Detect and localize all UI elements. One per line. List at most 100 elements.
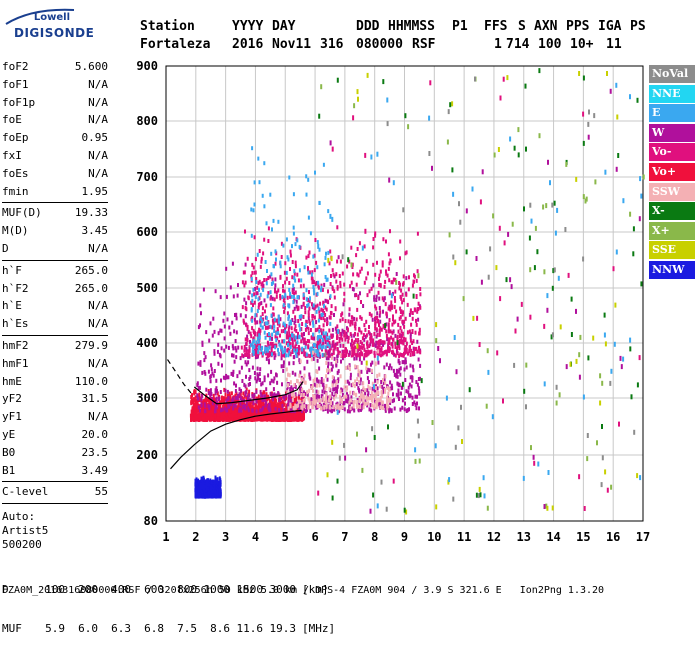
echo-point <box>377 319 379 323</box>
echo-point <box>403 352 405 356</box>
echo-point <box>243 349 245 353</box>
echo-point <box>371 369 373 373</box>
echo-point <box>235 396 237 400</box>
echo-point <box>243 383 245 387</box>
echo-point <box>269 381 271 385</box>
echo-point <box>247 257 249 261</box>
echo-point <box>361 342 363 346</box>
echo-point <box>247 406 249 410</box>
echo-point <box>307 178 309 182</box>
echo-point <box>393 338 395 342</box>
echo-point <box>389 338 391 342</box>
echo-point <box>375 386 377 390</box>
echo-point <box>394 342 396 346</box>
echo-point <box>233 381 235 385</box>
echo-point <box>271 227 273 231</box>
echo-point <box>364 388 366 392</box>
echo-point <box>319 383 321 387</box>
echo-point <box>321 313 323 317</box>
echo-point <box>362 304 364 308</box>
echo-point <box>384 285 386 289</box>
echo-point <box>290 321 292 325</box>
echo-point <box>300 314 302 318</box>
echo-point <box>324 262 326 266</box>
echo-point <box>304 398 306 402</box>
echo-point <box>254 287 256 291</box>
echo-point <box>271 282 273 286</box>
echo-point <box>345 353 347 357</box>
echo-point <box>395 310 397 314</box>
echo-point <box>227 390 229 394</box>
echo-point <box>385 240 387 244</box>
echo-point <box>278 352 280 356</box>
echo-point <box>333 313 335 317</box>
echo-point <box>323 331 325 335</box>
echo-point <box>265 326 267 330</box>
echo-point <box>239 402 241 406</box>
echo-point <box>202 416 204 420</box>
echo-point <box>366 259 368 263</box>
echo-point <box>330 311 332 315</box>
echo-point <box>265 336 267 340</box>
echo-point <box>367 350 369 354</box>
echo-point <box>269 407 271 411</box>
echo-point <box>217 362 219 366</box>
echo-point <box>352 272 354 276</box>
echo-point <box>307 266 309 270</box>
echo-point <box>384 340 386 344</box>
echo-point <box>388 326 390 330</box>
echo-point <box>363 405 365 409</box>
echo-point <box>257 367 259 371</box>
echo-point <box>323 406 325 410</box>
echo-point <box>304 265 306 269</box>
echo-point <box>291 333 293 337</box>
echo-point <box>382 296 384 300</box>
echo-point <box>273 329 275 333</box>
echo-point <box>239 370 241 374</box>
echo-point <box>252 288 254 292</box>
echo-point <box>252 303 254 307</box>
echo-point <box>298 374 300 378</box>
echo-point <box>283 310 285 314</box>
echo-point <box>348 319 350 323</box>
echo-point <box>341 398 343 402</box>
echo-point <box>202 343 204 347</box>
echo-point <box>368 380 370 384</box>
echo-point <box>340 374 342 378</box>
echo-point <box>388 330 390 334</box>
echo-point <box>332 375 334 379</box>
echo-point <box>374 379 376 383</box>
echo-point <box>356 308 358 312</box>
echo-point <box>375 393 377 397</box>
echo-point <box>286 277 288 281</box>
echo-point <box>251 319 253 323</box>
echo-point <box>392 351 394 355</box>
echo-point <box>374 327 376 331</box>
echo-point <box>308 319 310 323</box>
echo-point <box>284 261 286 265</box>
echo-point <box>323 283 325 287</box>
echo-point <box>335 364 337 368</box>
echo-point <box>210 379 212 383</box>
echo-point <box>363 323 365 327</box>
echo-point <box>325 331 327 335</box>
echo-point <box>407 303 409 307</box>
echo-point <box>284 281 286 285</box>
echo-point <box>400 326 402 330</box>
echo-point <box>293 269 295 273</box>
echo-point <box>300 405 302 409</box>
echo-point <box>397 351 399 355</box>
echo-point <box>277 220 279 224</box>
echo-point <box>398 359 400 363</box>
echo-point <box>318 329 320 333</box>
echo-point <box>264 298 266 302</box>
echo-point <box>408 275 410 279</box>
echo-point <box>304 404 306 408</box>
echo-point <box>287 343 289 347</box>
echo-point <box>311 280 313 284</box>
echo-point <box>289 373 291 377</box>
echo-point <box>199 408 201 412</box>
echo-point <box>415 380 417 384</box>
echo-point <box>289 337 291 341</box>
echo-point <box>361 267 363 271</box>
